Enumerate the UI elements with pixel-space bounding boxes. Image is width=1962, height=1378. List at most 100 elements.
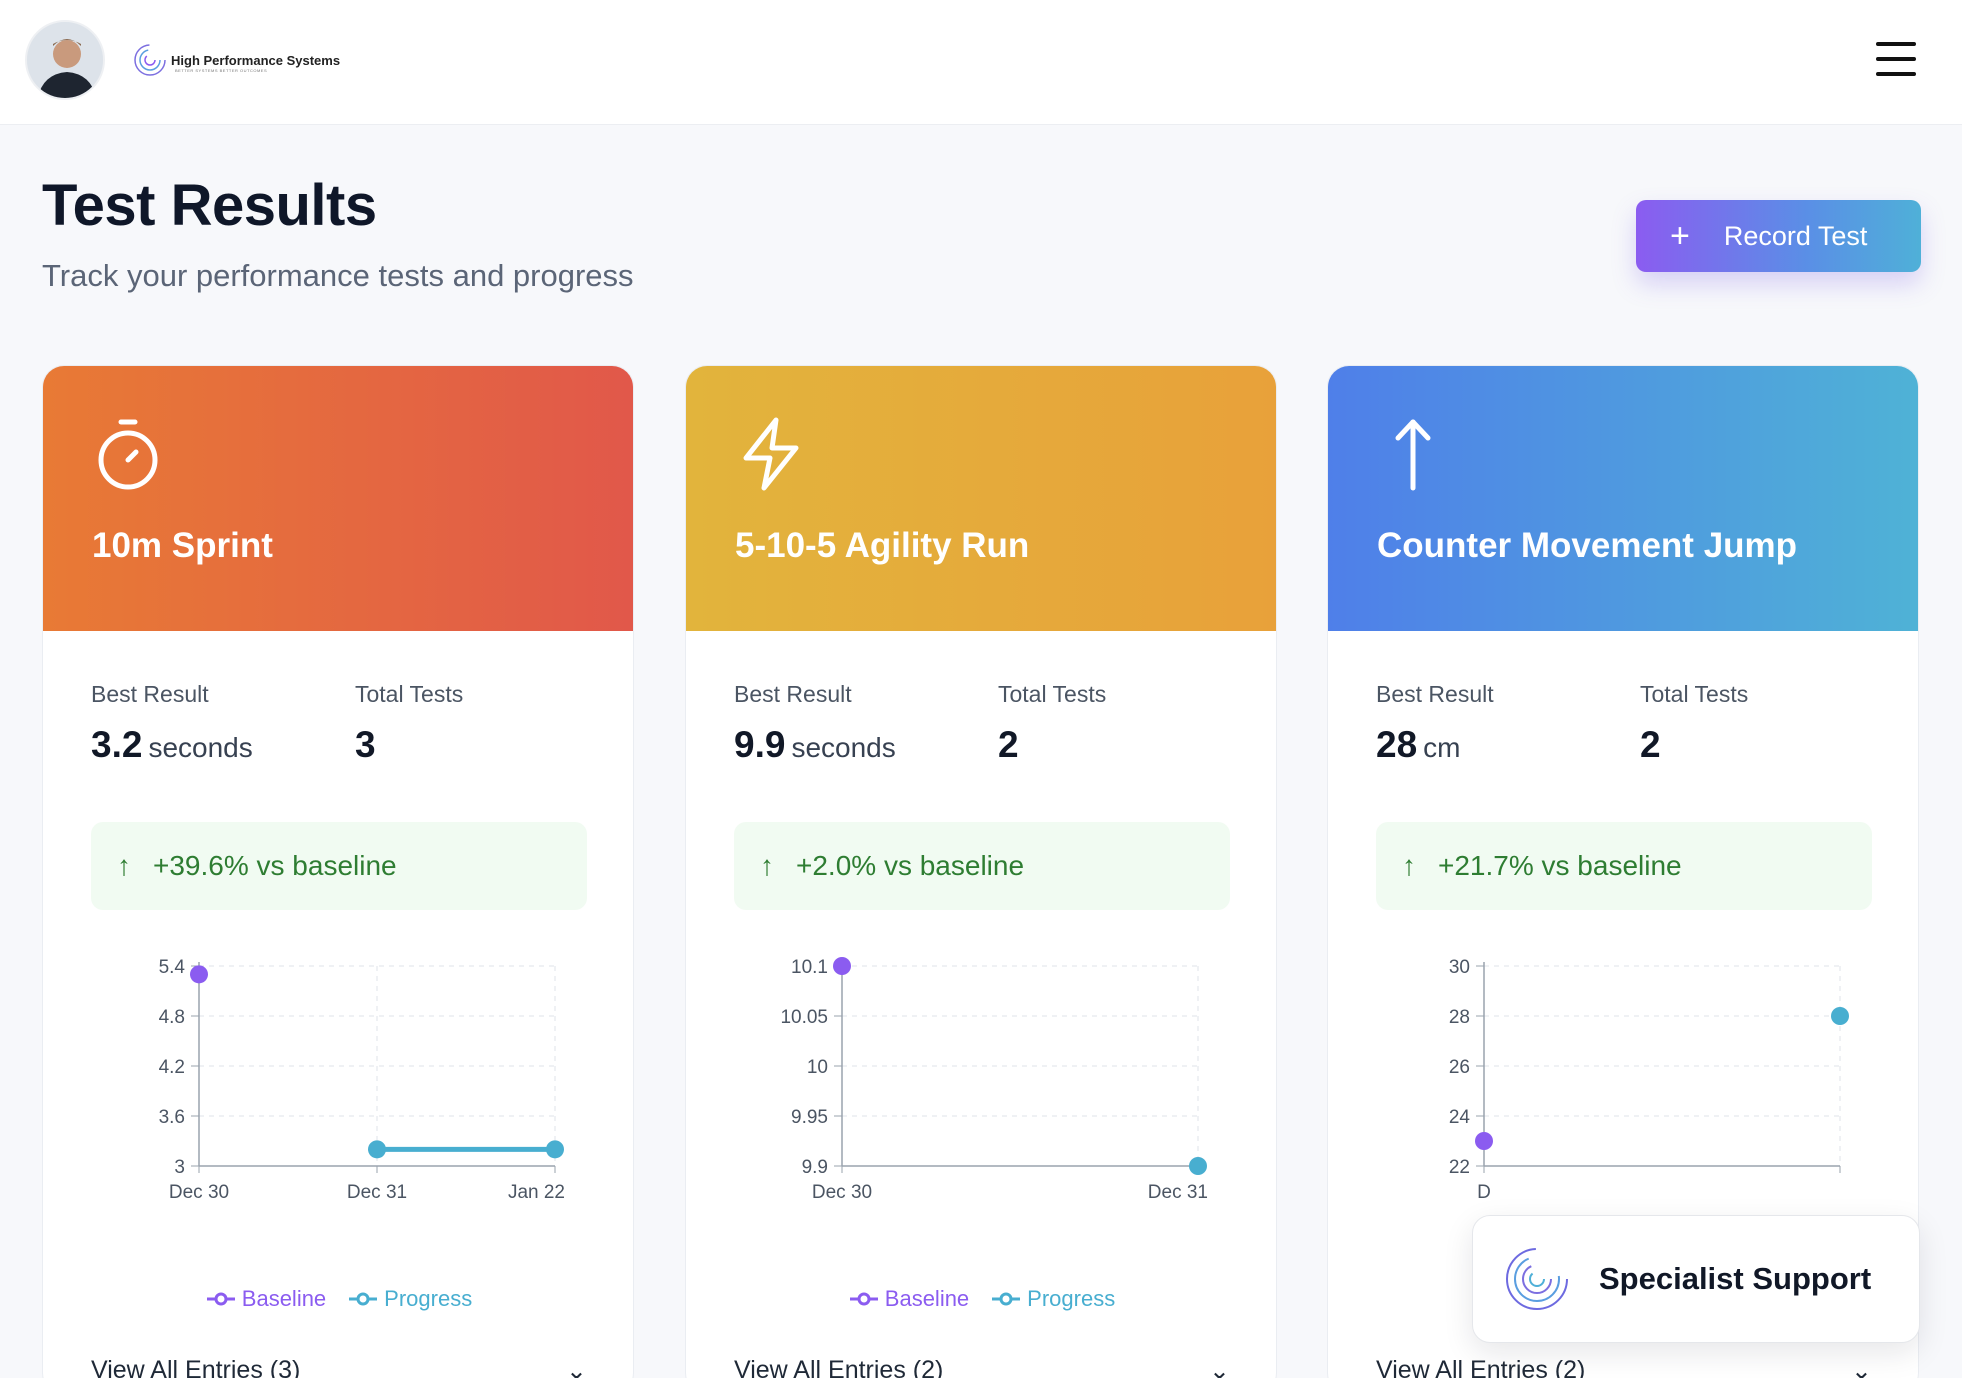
best-result-unit: seconds	[148, 732, 253, 763]
chart-legend: Baseline Progress	[43, 1286, 633, 1312]
legend-progress[interactable]: Progress	[348, 1286, 472, 1312]
legend-baseline[interactable]: Baseline	[206, 1286, 326, 1312]
legend-progress[interactable]: Progress	[991, 1286, 1115, 1312]
best-result-number: 28	[1376, 724, 1418, 765]
x-tick-label: Dec 30	[812, 1182, 872, 1203]
record-test-label: Record Test	[1723, 220, 1868, 251]
x-tick-label: Jan 22	[508, 1182, 565, 1203]
legend-progress-label: Progress	[384, 1286, 473, 1311]
top-navigation-bar: High Performance Systems BETTER SYSTEMS …	[0, 0, 1962, 125]
arrow-up-icon: ↑	[1402, 850, 1416, 881]
y-tick-label: 10.1	[791, 957, 828, 978]
total-tests-value: 2	[1640, 724, 1661, 765]
y-tick-label: 24	[1449, 1107, 1471, 1128]
data-point-progress	[1831, 1007, 1849, 1025]
y-tick-label: 3.6	[159, 1107, 185, 1128]
baseline-delta-text: +2.0% vs baseline	[796, 850, 1025, 881]
lightning-icon	[743, 417, 799, 491]
sprint-chart: 5.4 4.8 4.2 3.6 3 Dec 30 Dec 31 Jan 22	[159, 957, 565, 1203]
brand-tagline: BETTER SYSTEMS BETTER OUTCOMES	[175, 68, 268, 73]
best-result-unit: seconds	[791, 732, 896, 763]
card-title: Counter Movement Jump	[1377, 526, 1798, 565]
y-tick-label: 4.8	[159, 1007, 185, 1028]
x-tick-label: Dec 31	[347, 1182, 407, 1203]
best-result-value: 9.9 seconds	[734, 724, 896, 766]
y-tick-label: 3	[174, 1157, 185, 1178]
brand-swirl-icon	[1506, 1248, 1568, 1310]
arrow-up-icon: ↑	[117, 850, 131, 881]
legend-baseline-label: Baseline	[241, 1286, 327, 1311]
agility-chart: 10.1 10.05 10 9.95 9.9 Dec 30 Dec 31	[780, 957, 1208, 1203]
best-result-unit: cm	[1423, 732, 1461, 763]
best-result-value: 3.2 seconds	[91, 724, 253, 766]
hamburger-menu-icon[interactable]	[1876, 42, 1916, 76]
jump-chart: 30 28 26 24 22 D	[1449, 957, 1849, 1203]
y-tick-label: 10.05	[780, 1007, 828, 1028]
baseline-delta-text: +21.7% vs baseline	[1438, 850, 1682, 881]
data-point-baseline	[833, 957, 851, 975]
x-tick-label: Dec 31	[1148, 1182, 1208, 1203]
best-result-label: Best Result	[734, 681, 852, 707]
test-card-sprint[interactable]: 10m Sprint Best Result Total Tests 3.2 se…	[42, 365, 634, 1378]
total-tests-label: Total Tests	[998, 681, 1107, 707]
view-all-entries-label: View All Entries (2)	[734, 1356, 944, 1378]
avatar[interactable]	[25, 20, 105, 100]
test-card-jump[interactable]: Counter Movement Jump Best Result Total …	[1327, 365, 1919, 1378]
arrow-up-icon	[1395, 419, 1431, 491]
chevron-down-icon: ⌄	[1209, 1357, 1230, 1378]
card-header: 5-10-5 Agility Run	[686, 366, 1276, 631]
stopwatch-icon	[98, 419, 158, 490]
data-point-progress	[1189, 1157, 1207, 1175]
chevron-down-icon: ⌄	[1851, 1357, 1872, 1378]
view-all-entries-toggle[interactable]: View All Entries (3) ⌄	[91, 1356, 587, 1378]
data-point-progress	[368, 1140, 386, 1159]
view-all-entries-label: View All Entries (3)	[91, 1356, 301, 1378]
baseline-delta-badge: ↑ +21.7% vs baseline	[1376, 822, 1872, 910]
brand-name: High Performance Systems	[171, 52, 341, 68]
page-title: Test Results	[42, 173, 377, 238]
total-tests-label: Total Tests	[1640, 681, 1749, 707]
y-tick-label: 9.95	[791, 1107, 828, 1128]
baseline-delta-badge: ↑ +39.6% vs baseline	[91, 822, 587, 910]
view-all-entries-toggle[interactable]: View All Entries (2) ⌄	[1376, 1356, 1872, 1378]
plus-icon: +	[1670, 217, 1690, 255]
x-tick-label: D	[1477, 1182, 1491, 1203]
view-all-entries-label: View All Entries (2)	[1376, 1356, 1586, 1378]
legend-progress-marker-icon	[992, 1292, 1021, 1306]
specialist-support-label: Specialist Support	[1599, 1261, 1872, 1296]
data-point-baseline	[1475, 1132, 1493, 1150]
best-result-number: 9.9	[734, 724, 786, 765]
specialist-support-button[interactable]: Specialist Support	[1472, 1215, 1920, 1343]
card-title: 5-10-5 Agility Run	[735, 526, 1030, 565]
page-subtitle: Track your performance tests and progres…	[42, 258, 634, 293]
best-result-label: Best Result	[1376, 681, 1494, 707]
y-tick-label: 5.4	[159, 957, 186, 978]
legend-progress-label: Progress	[1027, 1286, 1116, 1311]
record-test-button[interactable]: + Record Test	[1636, 200, 1921, 272]
arrow-up-icon: ↑	[760, 850, 774, 881]
y-tick-label: 4.2	[159, 1057, 185, 1078]
y-tick-label: 26	[1449, 1057, 1470, 1078]
user-photo-icon	[27, 22, 103, 98]
y-tick-label: 22	[1449, 1157, 1470, 1178]
legend-baseline-marker-icon	[206, 1292, 235, 1306]
y-tick-label: 9.9	[802, 1157, 828, 1178]
legend-baseline-marker-icon	[849, 1292, 878, 1306]
total-tests-label: Total Tests	[355, 681, 464, 707]
test-card-agility[interactable]: 5-10-5 Agility Run Best Result Total Tes…	[685, 365, 1277, 1378]
total-tests-value: 2	[998, 724, 1019, 765]
baseline-delta-text: +39.6% vs baseline	[153, 850, 397, 881]
legend-baseline[interactable]: Baseline	[849, 1286, 969, 1312]
view-all-entries-toggle[interactable]: View All Entries (2) ⌄	[734, 1356, 1230, 1378]
chart-legend: Baseline Progress	[686, 1286, 1276, 1312]
best-result-number: 3.2	[91, 724, 143, 765]
data-point-baseline	[190, 965, 208, 984]
brand-logo[interactable]: High Performance Systems BETTER SYSTEMS …	[133, 42, 340, 78]
best-result-label: Best Result	[91, 681, 209, 707]
y-tick-label: 10	[807, 1057, 828, 1078]
brand-swirl-icon	[134, 44, 166, 76]
total-tests-value: 3	[355, 724, 376, 765]
y-tick-label: 30	[1449, 957, 1470, 978]
card-title: 10m Sprint	[92, 526, 273, 565]
chevron-down-icon: ⌄	[566, 1357, 587, 1378]
